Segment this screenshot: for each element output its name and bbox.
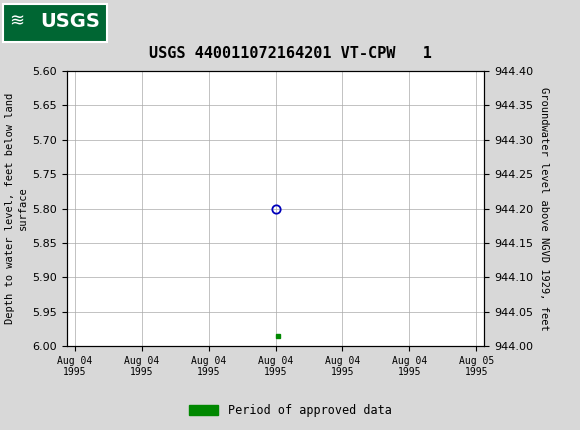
Text: USGS: USGS — [41, 12, 100, 31]
Text: ≋: ≋ — [9, 12, 24, 31]
Legend: Period of approved data: Period of approved data — [184, 399, 396, 422]
Bar — [3, 3, 107, 42]
Text: USGS 440011072164201 VT-CPW   1: USGS 440011072164201 VT-CPW 1 — [148, 46, 432, 61]
Y-axis label: Depth to water level, feet below land
surface: Depth to water level, feet below land su… — [5, 93, 28, 324]
Y-axis label: Groundwater level above NGVD 1929, feet: Groundwater level above NGVD 1929, feet — [539, 87, 549, 330]
